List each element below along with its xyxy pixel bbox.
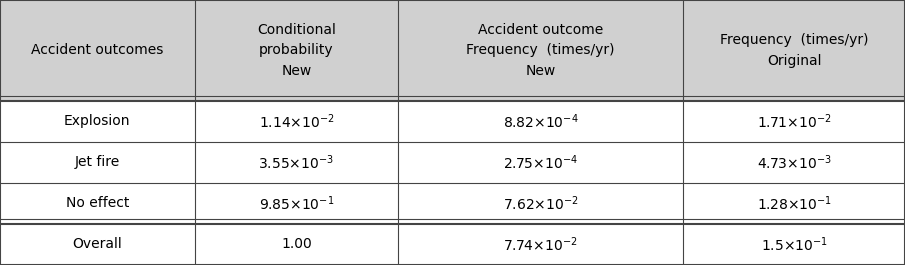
Text: 1.5×10$^{-1}$: 1.5×10$^{-1}$ [761, 235, 827, 254]
Bar [398, 101, 683, 142]
Text: Frequency  (times/yr)
Original: Frequency (times/yr) Original [719, 33, 869, 68]
Text: Jet fire: Jet fire [74, 155, 119, 169]
Text: 8.82×10$^{-4}$: 8.82×10$^{-4}$ [503, 112, 578, 131]
Text: 1.28×10$^{-1}$: 1.28×10$^{-1}$ [757, 194, 832, 213]
Text: 7.62×10$^{-2}$: 7.62×10$^{-2}$ [503, 194, 578, 213]
Bar [195, 0, 398, 101]
Bar [0, 183, 195, 224]
Text: 7.74×10$^{-2}$: 7.74×10$^{-2}$ [503, 235, 578, 254]
Bar [683, 183, 905, 224]
Bar [0, 101, 195, 142]
Bar [398, 183, 683, 224]
Text: Explosion: Explosion [64, 114, 130, 128]
Bar [398, 0, 683, 101]
Text: No effect: No effect [65, 196, 129, 210]
Bar [0, 142, 195, 183]
Text: 2.75×10$^{-4}$: 2.75×10$^{-4}$ [503, 153, 578, 172]
Text: 1.14×10$^{-2}$: 1.14×10$^{-2}$ [259, 112, 334, 131]
Bar [683, 142, 905, 183]
Text: Overall: Overall [72, 237, 122, 251]
Bar [195, 183, 398, 224]
Text: Accident outcomes: Accident outcomes [31, 43, 164, 57]
Text: Accident outcome
Frequency  (times/yr)
New: Accident outcome Frequency (times/yr) Ne… [466, 23, 615, 78]
Text: 9.85×10$^{-1}$: 9.85×10$^{-1}$ [259, 194, 334, 213]
Bar [398, 142, 683, 183]
Text: Conditional
probability
New: Conditional probability New [257, 23, 336, 78]
Text: 4.73×10$^{-3}$: 4.73×10$^{-3}$ [757, 153, 832, 172]
Bar [683, 224, 905, 265]
Text: 1.00: 1.00 [281, 237, 311, 251]
Bar [195, 142, 398, 183]
Bar [0, 224, 195, 265]
Bar [683, 0, 905, 101]
Bar [195, 101, 398, 142]
Bar [398, 224, 683, 265]
Text: 3.55×10$^{-3}$: 3.55×10$^{-3}$ [259, 153, 334, 172]
Bar [683, 101, 905, 142]
Bar [195, 224, 398, 265]
Bar [0, 0, 195, 101]
Text: 1.71×10$^{-2}$: 1.71×10$^{-2}$ [757, 112, 832, 131]
